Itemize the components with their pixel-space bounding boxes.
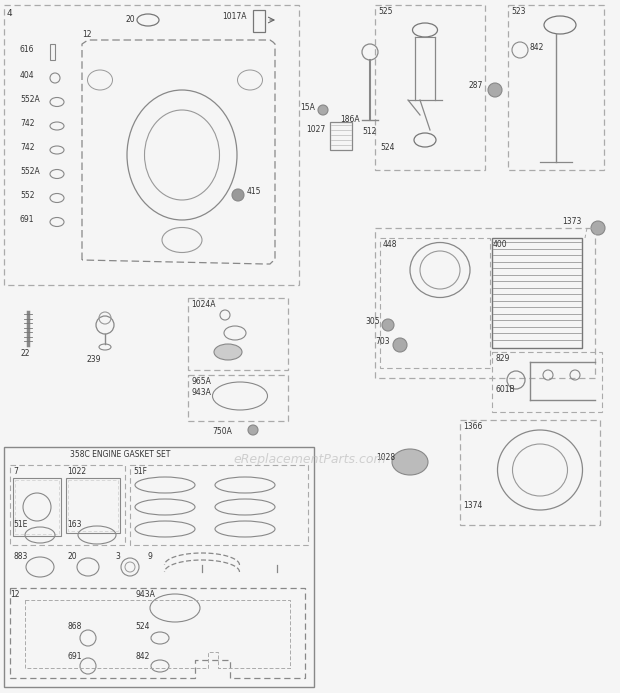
Text: 524: 524 [135, 622, 149, 631]
Text: 22: 22 [20, 349, 30, 358]
Text: 358C ENGINE GASKET SET: 358C ENGINE GASKET SET [70, 450, 171, 459]
Text: 703: 703 [375, 337, 390, 346]
Bar [10, 465, 125, 545]
Text: 1017A: 1017A [222, 12, 247, 21]
Bar [508, 5, 604, 170]
Text: 524: 524 [381, 143, 395, 152]
Bar [188, 375, 288, 421]
Text: 12: 12 [10, 590, 19, 599]
Bar [130, 465, 308, 545]
Bar [380, 238, 490, 368]
Text: 552A: 552A [20, 94, 40, 103]
Text: 448: 448 [383, 240, 397, 249]
Text: 1374: 1374 [463, 501, 482, 510]
Text: 523: 523 [511, 7, 526, 16]
Bar [50, 44, 55, 60]
Text: 512: 512 [363, 127, 377, 136]
Circle shape [488, 83, 502, 97]
Text: 51F: 51F [133, 467, 147, 476]
Bar [492, 352, 602, 412]
Text: 1024A: 1024A [191, 300, 216, 309]
Text: 400: 400 [493, 240, 508, 249]
Circle shape [232, 189, 244, 201]
Text: 1027: 1027 [306, 125, 325, 134]
Text: 883: 883 [13, 552, 27, 561]
Text: 415: 415 [247, 188, 262, 197]
Text: 186A: 186A [340, 115, 360, 124]
Bar [375, 228, 595, 378]
Circle shape [591, 221, 605, 235]
Circle shape [318, 105, 328, 115]
Bar [68, 480, 118, 531]
Circle shape [382, 319, 394, 331]
Text: 1373: 1373 [562, 218, 582, 227]
Text: 616: 616 [20, 44, 35, 53]
Text: 525: 525 [378, 7, 392, 16]
Bar [460, 420, 600, 525]
Bar [330, 122, 352, 150]
Text: 1366: 1366 [463, 422, 482, 431]
Text: 868: 868 [68, 622, 82, 631]
Text: 287: 287 [469, 82, 483, 91]
Text: 842: 842 [530, 42, 544, 51]
Text: 9: 9 [147, 552, 152, 561]
Circle shape [393, 338, 407, 352]
Text: 742: 742 [20, 143, 35, 152]
Text: 15A: 15A [300, 103, 315, 112]
Bar [253, 10, 265, 32]
Text: 20: 20 [125, 15, 135, 24]
Text: 239: 239 [87, 355, 101, 364]
Text: 4: 4 [7, 9, 12, 18]
Bar [15, 480, 59, 534]
Text: 51E: 51E [13, 520, 27, 529]
Text: 1022: 1022 [67, 467, 86, 476]
Text: 12: 12 [82, 30, 92, 39]
Text: 965A: 965A [191, 377, 211, 386]
Text: 691: 691 [68, 652, 82, 661]
Bar [13, 478, 61, 536]
Text: 163: 163 [67, 520, 81, 529]
Text: 943A: 943A [135, 590, 155, 599]
Text: 7: 7 [13, 467, 18, 476]
Bar [66, 478, 120, 533]
Text: 20: 20 [68, 552, 78, 561]
Text: 552A: 552A [20, 166, 40, 175]
Bar [492, 238, 582, 348]
Ellipse shape [392, 449, 428, 475]
Text: 305: 305 [365, 317, 380, 326]
Text: 829: 829 [496, 354, 510, 363]
Text: 3: 3 [115, 552, 120, 561]
Text: eReplacementParts.com: eReplacementParts.com [234, 453, 386, 466]
Bar [188, 298, 288, 370]
Circle shape [248, 425, 258, 435]
Text: 404: 404 [20, 71, 35, 80]
Bar [4, 5, 299, 285]
Text: 742: 742 [20, 119, 35, 128]
Ellipse shape [214, 344, 242, 360]
Text: 750A: 750A [212, 427, 232, 436]
Text: 1028: 1028 [376, 453, 395, 462]
Text: 601B: 601B [496, 385, 516, 394]
Text: 552: 552 [20, 191, 35, 200]
Text: 691: 691 [20, 215, 35, 224]
Text: 842: 842 [135, 652, 149, 661]
Text: 943A: 943A [191, 388, 211, 397]
Bar [375, 5, 485, 170]
Bar [4, 447, 314, 687]
